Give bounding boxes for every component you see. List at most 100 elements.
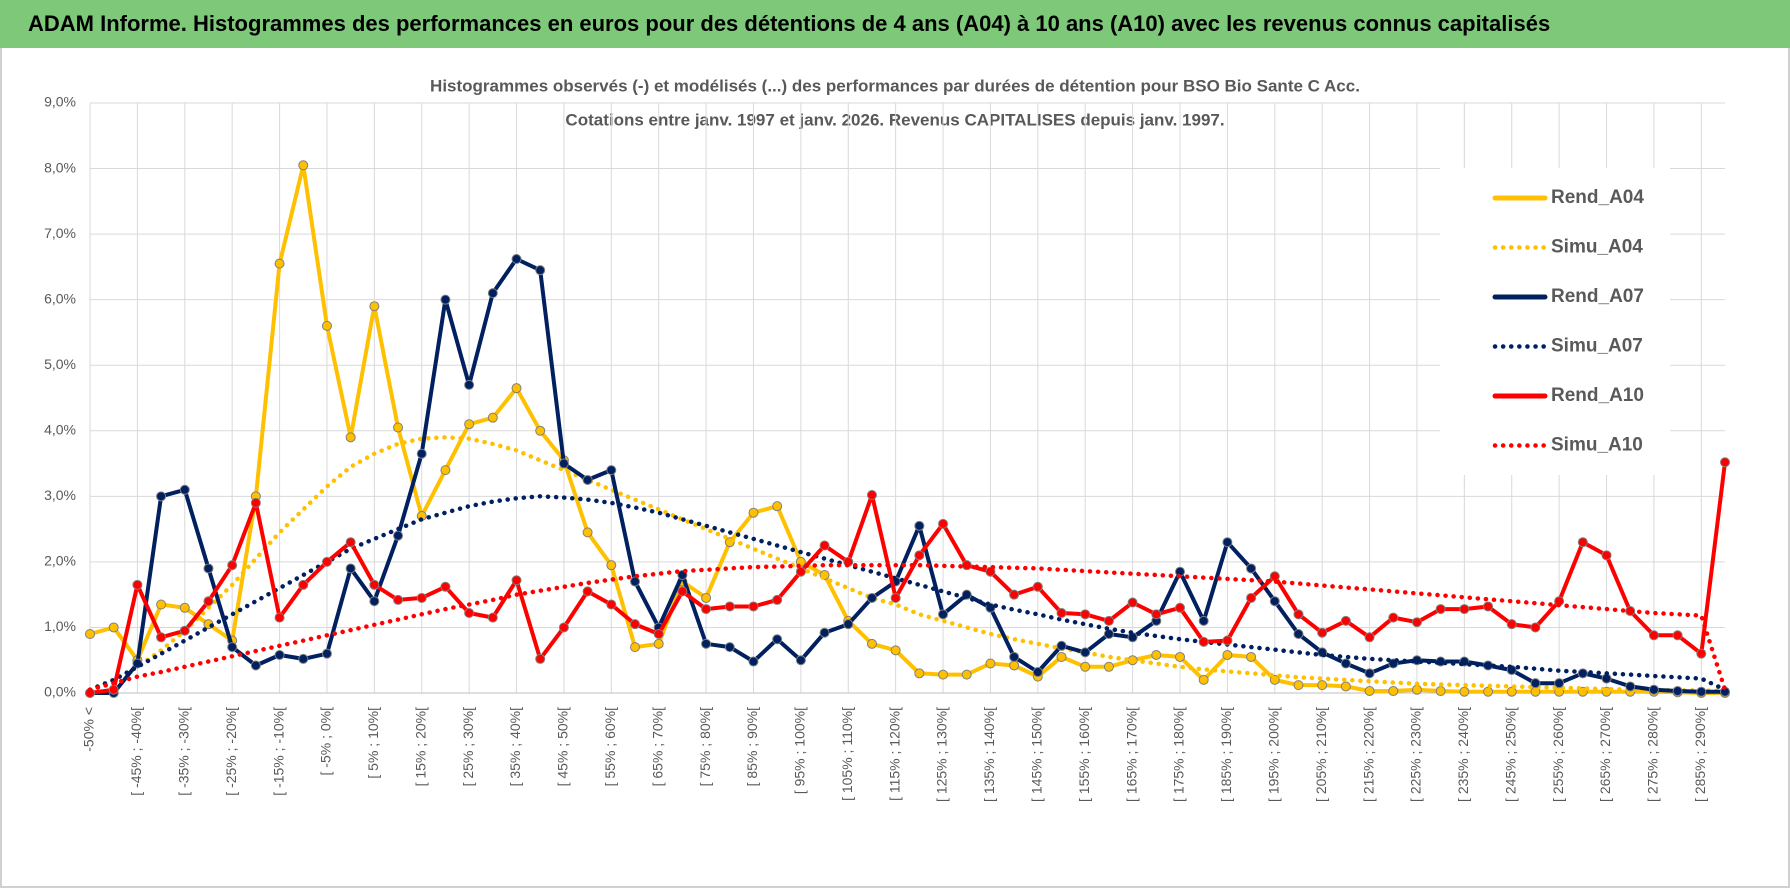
x-tick-label: [ 185% ; 190%[ — [1218, 707, 1234, 802]
point — [345, 432, 356, 443]
point — [1625, 681, 1636, 692]
point — [1388, 612, 1399, 623]
point — [653, 629, 664, 639]
x-tick-label: [ 65% ; 70%[ — [649, 707, 665, 786]
point — [724, 642, 735, 653]
point — [1198, 674, 1209, 685]
point — [369, 596, 380, 607]
point — [630, 619, 640, 630]
point — [1103, 629, 1114, 639]
x-tick-label: [ 275% ; 280%[ — [1645, 707, 1661, 802]
point — [914, 520, 925, 531]
point — [1269, 596, 1280, 607]
point — [1151, 609, 1162, 620]
point — [250, 660, 261, 671]
point — [440, 581, 451, 592]
point — [1459, 604, 1470, 615]
point — [298, 160, 309, 171]
point — [1080, 661, 1091, 672]
point — [156, 491, 167, 502]
point — [748, 656, 759, 667]
chart-title: Histogrammes observés (-) et modélisés (… — [430, 76, 1360, 95]
y-tick-label: 2,0% — [44, 553, 76, 569]
legend-label: Simu_A07 — [1551, 336, 1643, 357]
point — [890, 645, 901, 656]
x-tick-label: [ 5% ; 10%[ — [365, 707, 381, 779]
header-bar — [0, 0, 1790, 48]
point — [558, 458, 569, 469]
point — [1056, 651, 1067, 662]
point — [795, 566, 806, 577]
x-tick-label: [ 115% ; 120%[ — [886, 707, 902, 801]
point — [179, 625, 190, 636]
point — [938, 669, 949, 680]
point — [108, 622, 119, 633]
x-tick-label: [ 195% ; 200%[ — [1265, 707, 1281, 802]
point — [1530, 678, 1541, 689]
point — [985, 658, 996, 669]
point — [464, 419, 475, 430]
point — [227, 560, 238, 571]
point — [1672, 630, 1683, 641]
point — [511, 575, 522, 586]
x-tick-label: [ 15% ; 20%[ — [412, 707, 428, 786]
point — [1198, 636, 1209, 647]
point — [1577, 537, 1588, 548]
point — [1459, 686, 1470, 697]
legend-background — [1440, 168, 1670, 475]
x-tick-label: [ -45% ; -40%[ — [128, 707, 144, 796]
point — [416, 592, 427, 603]
point — [393, 594, 404, 605]
y-tick-label: 7,0% — [44, 225, 76, 241]
model-line — [87, 562, 1728, 692]
point — [961, 669, 972, 680]
point — [1009, 660, 1020, 671]
point — [843, 619, 854, 630]
point — [1080, 609, 1091, 620]
point — [677, 586, 688, 597]
point — [914, 550, 925, 561]
observed-line — [88, 460, 1727, 695]
legend-label: Rend_A10 — [1551, 385, 1644, 406]
x-tick-label: [ 255% ; 260%[ — [1550, 707, 1566, 802]
point — [819, 540, 830, 551]
point — [1103, 615, 1114, 626]
point — [606, 560, 617, 571]
point — [250, 497, 261, 508]
point — [464, 608, 475, 619]
point — [748, 507, 759, 518]
point — [85, 629, 95, 639]
point — [1293, 609, 1304, 620]
point — [1032, 667, 1043, 678]
x-tick-label: [ -25% ; -20%[ — [223, 707, 239, 796]
point — [748, 601, 759, 612]
point — [1340, 681, 1351, 692]
point — [795, 655, 806, 666]
point — [1364, 668, 1375, 679]
point — [1435, 686, 1446, 697]
y-tick-label: 0,0% — [44, 684, 76, 700]
point — [132, 579, 143, 590]
point — [1554, 678, 1565, 689]
legend-label: Simu_A04 — [1551, 237, 1643, 258]
point — [630, 642, 640, 653]
legend-label: Rend_A04 — [1551, 187, 1644, 208]
y-tick-label: 5,0% — [44, 356, 76, 372]
point — [321, 648, 332, 659]
point — [938, 518, 949, 529]
point — [1269, 674, 1280, 685]
point — [369, 301, 380, 312]
y-tick-label: 1,0% — [44, 618, 76, 634]
legend-label: Rend_A07 — [1551, 286, 1644, 307]
point — [1056, 640, 1067, 651]
x-tick-label: [ 145% ; 150%[ — [1029, 707, 1045, 802]
point — [321, 320, 332, 331]
point — [1340, 615, 1351, 626]
x-tick-label: [ 285% ; 290%[ — [1692, 707, 1708, 802]
x-tick-label: [ -35% ; -30%[ — [175, 707, 191, 796]
point — [274, 612, 285, 623]
model-line — [87, 494, 1728, 692]
header-title: ADAM Informe. Histogrammes des performan… — [28, 11, 1550, 36]
point — [1435, 604, 1446, 615]
point — [487, 412, 498, 423]
